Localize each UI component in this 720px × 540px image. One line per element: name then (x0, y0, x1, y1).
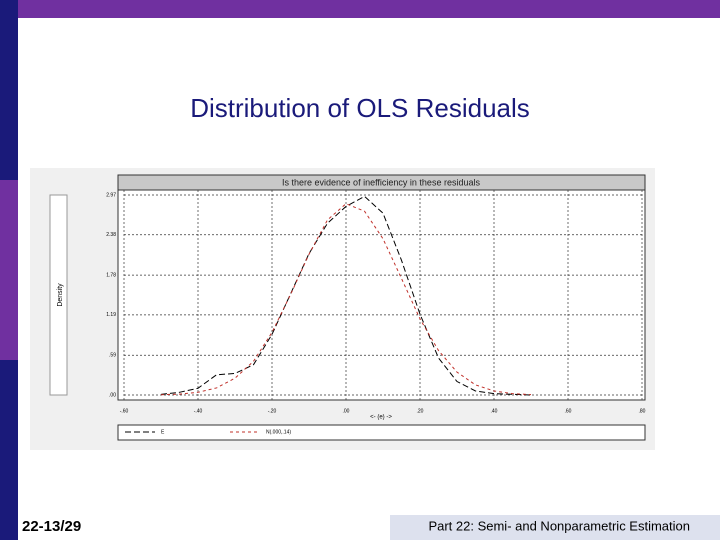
x-tick-label: -.40 (194, 408, 203, 414)
plot-area (117, 174, 646, 401)
top-bar (0, 0, 720, 18)
y-tick-label: .59 (109, 353, 116, 359)
x-tick-label: -.60 (120, 408, 129, 414)
x-axis-label: <- (e) -> (370, 415, 392, 421)
side-bar (0, 360, 18, 540)
legend-label: E (161, 429, 165, 435)
series-line (160, 195, 532, 396)
y-tick-label: 2.97 (106, 192, 116, 198)
footer-box (390, 515, 720, 540)
y-axis-label: Density (57, 283, 64, 307)
y-tick-label: 1.19 (106, 312, 116, 318)
chart-title-bar (117, 174, 646, 191)
slide-number: 22-13/29 (22, 518, 81, 535)
x-tick-label: .20 (417, 408, 424, 414)
legend (117, 424, 646, 441)
x-tick-label: -.20 (268, 408, 277, 414)
y-tick-label: .00 (109, 392, 116, 398)
legend-label: N(.000,.14) (266, 429, 291, 435)
x-tick-label: .40 (491, 408, 498, 414)
slide-title: Distribution of OLS Residuals (190, 93, 530, 123)
side-bar (0, 0, 18, 180)
x-tick-label: .80 (639, 408, 646, 414)
chart-title: Is there evidence of inefficiency in the… (282, 177, 480, 187)
y-tick-label: 1.78 (106, 272, 116, 278)
y-label-box (49, 194, 68, 396)
x-tick-label: .60 (565, 408, 572, 414)
y-tick-label: 2.38 (106, 232, 116, 238)
side-bar (0, 180, 18, 360)
x-tick-label: .00 (343, 408, 350, 414)
footer-text: Part 22: Semi- and Nonparametric Estimat… (428, 518, 690, 533)
